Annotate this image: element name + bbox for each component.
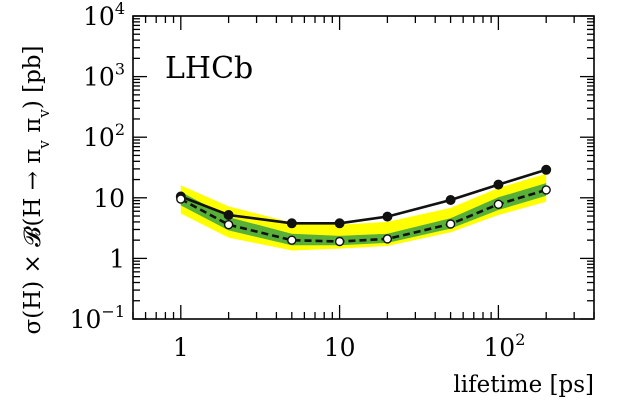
x-tick-label: 10 [324, 333, 356, 362]
data-point-filled [445, 195, 456, 205]
data-point-open [176, 194, 186, 204]
series-line-dashed [180, 188, 547, 243]
band-inner [180, 183, 547, 246]
x-axis-label: lifetime [ps] [453, 372, 594, 398]
plot-frame [132, 15, 595, 320]
y-tick-label: 1 [109, 244, 125, 273]
data-point-filled [541, 164, 552, 175]
limit-lines [180, 168, 547, 243]
axis-ticks [132, 15, 595, 320]
y-tick-label: 103 [83, 60, 125, 92]
data-point-filled [334, 218, 345, 229]
x-tick-label: 1 [173, 333, 189, 362]
data-point-filled [286, 218, 297, 229]
data-point-open [382, 234, 393, 244]
data-point-open [445, 219, 456, 229]
data-point-filled [493, 179, 504, 190]
y-tick-label: 10−1 [70, 302, 125, 334]
expected-limit-bands [180, 173, 547, 251]
y-axis-label: σ(H) × 𝓑(H → πv πv) [pb] [20, 45, 53, 334]
series-line-solid [180, 168, 547, 225]
data-point-open [223, 219, 234, 230]
data-point-filled [382, 211, 393, 222]
y-tick-label: 10 [93, 184, 125, 213]
data-point-filled [223, 210, 234, 220]
y-tick-label: 102 [83, 120, 125, 152]
data-point-open [493, 199, 504, 210]
tick-labels: 1 10 102 10−1 1 10 102 103 104 [70, 0, 526, 362]
data-point-open [334, 236, 345, 247]
y-tick-label: 104 [83, 0, 125, 31]
limit-points [175, 164, 552, 247]
x-tick-label: 102 [483, 330, 525, 362]
data-point-open [287, 235, 297, 245]
experiment-label: LHCb [165, 51, 253, 86]
data-point-open [541, 185, 551, 195]
